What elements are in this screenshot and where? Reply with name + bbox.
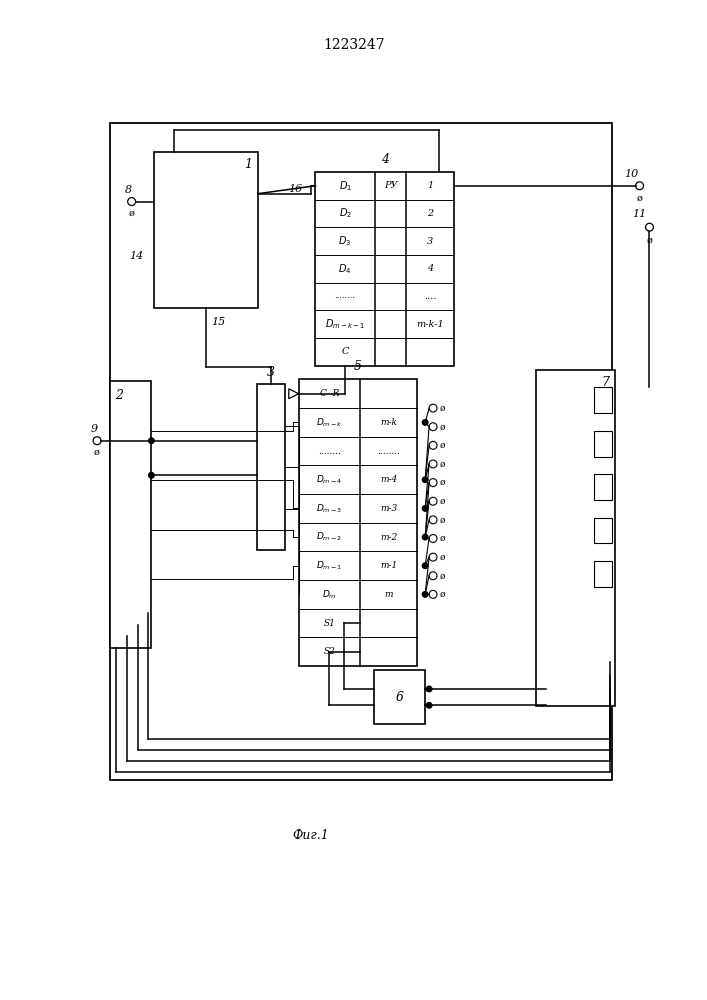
Text: $D_2$: $D_2$ xyxy=(339,207,351,220)
Text: $D_4$: $D_4$ xyxy=(339,262,352,276)
Bar xyxy=(374,670,425,724)
Text: ø: ø xyxy=(636,194,643,203)
Circle shape xyxy=(426,686,432,692)
Bar xyxy=(594,431,612,457)
Bar xyxy=(154,152,258,308)
Circle shape xyxy=(422,477,428,483)
Circle shape xyxy=(422,592,428,597)
Circle shape xyxy=(148,438,154,443)
Text: Фиг.1: Фиг.1 xyxy=(292,829,329,842)
Bar xyxy=(257,384,285,550)
Text: ø: ø xyxy=(646,236,653,245)
Text: 1223247: 1223247 xyxy=(323,38,385,52)
Text: 15: 15 xyxy=(211,317,226,327)
Text: ø: ø xyxy=(439,553,445,562)
Text: $D_1$: $D_1$ xyxy=(339,179,351,193)
Bar xyxy=(594,387,612,413)
Text: 3: 3 xyxy=(267,366,275,379)
Text: ø: ø xyxy=(439,441,445,450)
Text: ø: ø xyxy=(439,422,445,431)
Text: ø: ø xyxy=(439,459,445,468)
Text: РУ: РУ xyxy=(384,181,397,190)
Circle shape xyxy=(422,534,428,540)
Text: S2: S2 xyxy=(323,647,335,656)
Bar xyxy=(594,518,612,543)
Text: m: m xyxy=(385,590,393,599)
Text: ø: ø xyxy=(439,515,445,524)
Text: m-2: m-2 xyxy=(380,533,397,542)
Text: ........: ........ xyxy=(317,447,341,456)
Bar xyxy=(110,123,612,780)
Text: $D_m$: $D_m$ xyxy=(322,588,337,601)
Bar xyxy=(594,561,612,587)
Text: 2: 2 xyxy=(115,389,123,402)
Polygon shape xyxy=(288,389,298,399)
Text: 1: 1 xyxy=(427,181,433,190)
Text: 2: 2 xyxy=(427,209,433,218)
Text: 9: 9 xyxy=(90,424,98,434)
Text: ø: ø xyxy=(94,448,100,457)
Text: $D_{m-k}$: $D_{m-k}$ xyxy=(316,416,343,429)
Text: m-k: m-k xyxy=(380,418,397,427)
Text: S1: S1 xyxy=(323,619,335,628)
Text: ø: ø xyxy=(439,478,445,487)
Bar xyxy=(298,379,417,666)
Text: ø: ø xyxy=(439,534,445,543)
Text: ø: ø xyxy=(439,571,445,580)
Text: $D_{m-1}$: $D_{m-1}$ xyxy=(316,559,342,572)
Text: 3: 3 xyxy=(427,237,433,246)
Text: $D_{m-k-1}$: $D_{m-k-1}$ xyxy=(325,317,366,331)
Text: ø: ø xyxy=(439,497,445,506)
Text: 11: 11 xyxy=(633,209,647,219)
Text: m-1: m-1 xyxy=(380,561,397,570)
Text: 4: 4 xyxy=(427,264,433,273)
Text: $D_{m-2}$: $D_{m-2}$ xyxy=(316,531,342,543)
Circle shape xyxy=(422,563,428,568)
Text: m-4: m-4 xyxy=(380,475,397,484)
Bar xyxy=(110,381,151,648)
Bar xyxy=(594,474,612,500)
Text: C  R: C R xyxy=(320,389,339,398)
Text: m-k-1: m-k-1 xyxy=(416,320,444,329)
Text: 10: 10 xyxy=(624,169,639,179)
Text: ........: ........ xyxy=(334,292,356,300)
Text: ....: .... xyxy=(423,292,436,301)
Text: m-3: m-3 xyxy=(380,504,397,513)
Circle shape xyxy=(426,703,432,708)
Text: 7: 7 xyxy=(601,376,609,389)
Bar xyxy=(315,172,454,366)
Circle shape xyxy=(422,420,428,425)
Text: 16: 16 xyxy=(288,184,303,194)
Text: ø: ø xyxy=(439,590,445,599)
Text: $D_{m-4}$: $D_{m-4}$ xyxy=(316,473,342,486)
Text: C: C xyxy=(341,347,349,356)
Text: 4: 4 xyxy=(380,153,389,166)
Bar xyxy=(536,370,615,706)
Text: 5: 5 xyxy=(354,360,362,373)
Text: 6: 6 xyxy=(395,691,404,704)
Text: 8: 8 xyxy=(125,185,132,195)
Text: $D_3$: $D_3$ xyxy=(339,234,352,248)
Text: 1: 1 xyxy=(244,158,252,171)
Circle shape xyxy=(422,506,428,511)
Text: ø: ø xyxy=(439,404,445,413)
Text: 14: 14 xyxy=(129,251,144,261)
Text: ø: ø xyxy=(129,209,134,218)
Circle shape xyxy=(148,473,154,478)
Text: $D_{m-3}$: $D_{m-3}$ xyxy=(316,502,342,515)
Text: ........: ........ xyxy=(377,447,400,456)
